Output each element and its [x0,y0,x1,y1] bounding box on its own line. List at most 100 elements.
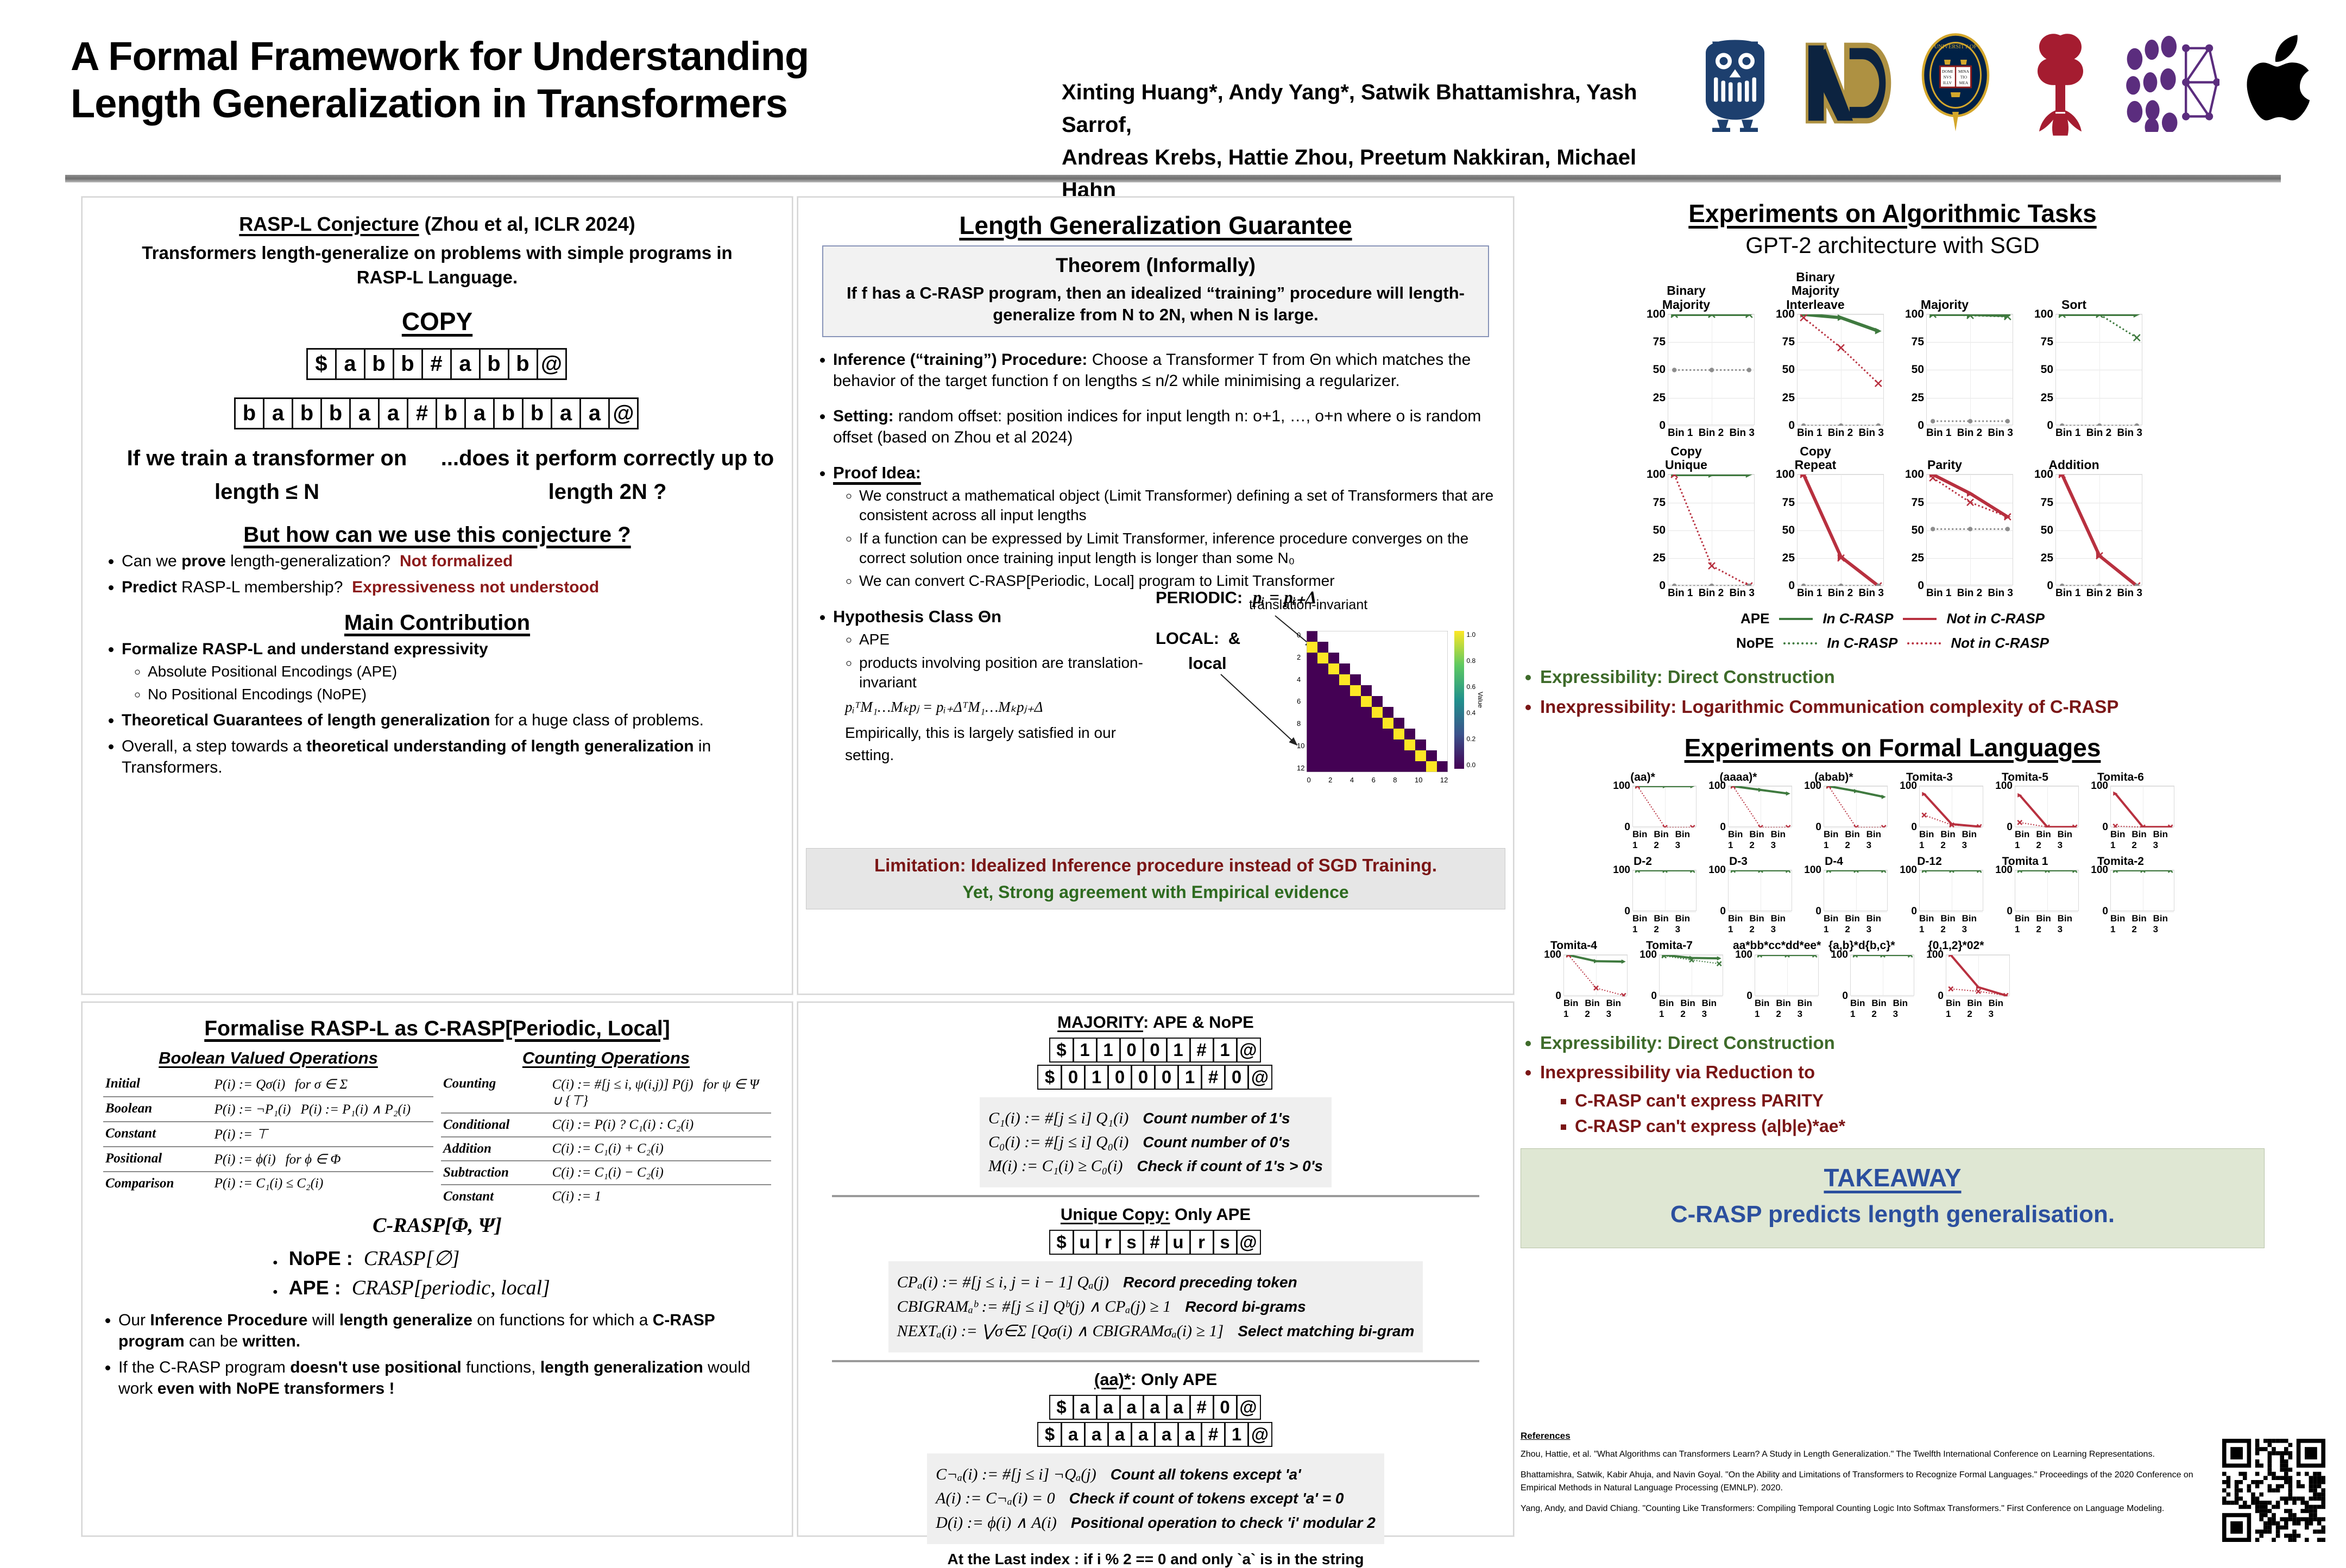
token-cell: @ [1247,1422,1272,1447]
heatmap-ytick-6: 6 [1297,697,1301,706]
chart-ytick: 100 [1544,949,1561,960]
chart-ytick: 0 [1842,990,1848,1002]
chart-xtick: Bin 3 [1729,427,1755,439]
chart-ytick: 0 [1815,821,1821,833]
ops-label: Initial [105,1076,140,1091]
formula-row: C₁(i) := #[j ≤ i] Q₁(i) Count number of 1… [988,1109,1323,1128]
ops-label: Conditional [441,1112,550,1137]
chart-gridline [1946,996,2009,997]
heatmap-xtick-12: 12 [1440,775,1448,784]
token-cell: $ [1037,1422,1062,1447]
chart-xtick: Bin 2 [1957,587,1983,599]
chart-plot-area: 0 100 [1831,949,1914,1002]
local-word: local [1188,653,1227,673]
chart-xtick: Bin 3 [1770,913,1786,935]
chart-plot-area: 0 100 [1613,864,1697,917]
chart-ytick: 100 [1613,780,1630,792]
chart-vgridline [2099,314,2100,425]
ops-row: Conditional C(i) := P(i) ? C₁(i) : C₂(i) [441,1112,771,1137]
theorem-box: Theorem (Informally) If f has a C-RASP p… [822,245,1489,337]
qr-code[interactable] [2222,1439,2325,1542]
chart-plot-area: 0 100 [1735,949,1819,1002]
hypothesis-subitem: APE [859,630,1148,649]
aastar-tokens-input: $ a a a a a #0 @ [810,1395,1501,1420]
chart-panel: D-2 0 100 Bin 1 Bin 2 Bin 3 [1611,855,1697,935]
formula-row: C₀(i) := #[j ≤ i] Q₀(i) Count number of 0… [988,1133,1323,1152]
heatmap-colorbar [1454,630,1465,769]
chart-xtick: Bin 1 [2110,913,2126,935]
chart-xtick: Bin 2 [1827,587,1853,599]
chart-plot-area: 0 25 50 75 100 [2034,468,2142,592]
chart-title: Copy Unique [1665,444,1707,472]
chart-xtick: Bin 2 [1845,913,1860,935]
chart-xtick: Bin 2 [1967,997,1982,1019]
formula-desc: Count number of 1's [1143,1110,1290,1127]
unique-copy-formulas: CPₐ(i) := #[j ≤ i, j = i − 1] Qₐ(j) Recor… [888,1261,1423,1352]
chart-ytick: 75 [2040,496,2053,509]
chart-series [2112,870,2173,874]
chart-xtick: Bin 2 [1654,829,1669,851]
chart-title: Tomita-6 [2097,771,2144,784]
chart-series [1730,786,1791,828]
ops-label: Subtraction [441,1160,550,1185]
token-cell: $ [1049,1038,1074,1063]
chart-series [1852,954,1913,958]
heatmap-ytick-4: 4 [1297,675,1301,684]
ops-formula: C(i) := #[j ≤ i, ψ(i,j)] P(j) for ψ ∈ Ψ ∪… [552,1077,759,1108]
chart-ytick: 100 [1926,949,1944,960]
guarantee-bullet: Setting: random offset: position indices… [833,406,1503,448]
question-item: Can we prove length-generalization? Not … [122,551,778,572]
chart-title: D-2 [1634,855,1652,868]
copy-tokens-short: $ a b b # a b b @ [97,348,778,381]
contribution-heading: Main Contribution [344,611,531,635]
chart-title: Tomita-3 [1906,771,1953,784]
chart-title: (aa)* [1630,771,1655,784]
contribution-subitems: Absolute Positional Encodings (APE) No Po… [122,662,778,705]
chart-series [2017,870,2078,874]
chart-gridline [2056,558,2142,559]
fl-bullets: Expressibility: Direct Construction Inexp… [1521,1032,2265,1137]
chart-xtick: Bin 1 [1632,829,1648,851]
chart-vgridline [1856,870,1857,911]
chart-series [1800,314,1882,426]
token-cell: a [1131,1422,1156,1447]
ops-label: Comparison [103,1171,212,1195]
chart-ytick: 0 [1651,990,1657,1002]
panel-experiments: Experiments on Algorithmic Tasks GPT-2 a… [1521,197,2265,1421]
chart-ytick: 0 [1624,821,1630,833]
token-cell: a [1061,1422,1086,1447]
formula-desc: Count number of 0's [1143,1134,1290,1150]
chart-ytick: 100 [1735,949,1752,960]
chart-gridline [1927,558,2013,559]
chart-title: aa*bb*cc*dd*ee* [1733,939,1821,952]
title-line-1: A Formal Framework for Understanding [71,34,809,79]
panel-formalise-rasp: Formalise RASP-L as C-RASP[Periodic, Loc… [81,1002,793,1537]
chart-panel: (aa)* 0 100 Bin 1 Bin 2 Bin 3 [1611,771,1697,851]
alg-charts-row-1: Binary Majority 0 25 50 75 100 Bin 1 Bin 2 Bin 3… [1521,270,2265,439]
token-cell: 0 [1119,1038,1144,1063]
chart-ytick: 50 [1911,363,1924,376]
ops-row: Positional P(i) := ϕ(i) for ϕ ∈ Φ [103,1146,433,1172]
chart-title: D-3 [1729,855,1748,868]
chart-series [1757,954,1818,958]
unique-copy-title: Unique Copy: [1060,1205,1170,1224]
proof-items: We construct a mathematical object (Limi… [833,486,1503,591]
agreement-text: Yet, Strong agreement with Empirical evi… [962,882,1349,902]
chart-gridline [2111,786,2174,787]
chart-plot-area: 0 100 [1639,949,1723,1002]
chart-xtick: Bin 3 [1729,587,1755,599]
notre-dame-logo [1799,29,1891,137]
token-cell: b [320,397,351,430]
chart-xtick: Bin 3 [2117,427,2142,439]
chart-vgridline [1596,954,1597,995]
chart-xtick: Bin 3 [1988,997,2004,1019]
chart-ytick: 25 [1911,391,1924,404]
chart-vgridline [1970,314,1971,425]
chart-panel: {a,b}*d{b,c}* 0 100 Bin 1 Bin 2 Bin 3 [1828,939,1914,1019]
majority-title: MAJORITY [1057,1013,1144,1032]
ops-formula: P(i) := ¬P₁(i) P(i) := P₁(i) ∧ P₂(i) [212,1096,433,1122]
chart-ytick: 100 [1900,864,1917,876]
chart-xtick: Bin 1 [1919,913,1934,935]
chart-series [1670,475,1753,586]
